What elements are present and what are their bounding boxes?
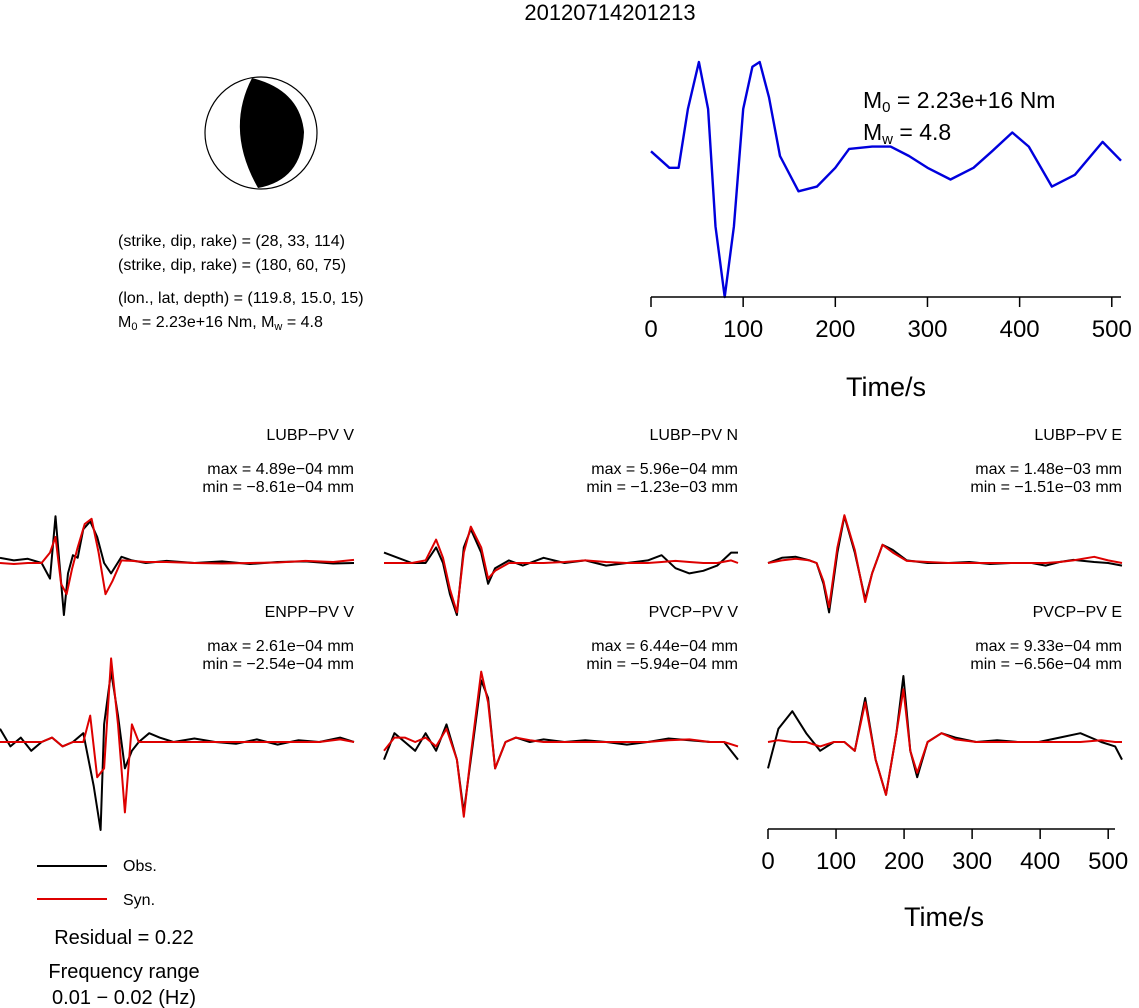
legend-syn-label: Syn. [123, 892, 155, 909]
synthetic-waveform [383, 670, 739, 818]
station-name: PVCP−PV V [649, 604, 739, 621]
synthetic-waveform [767, 688, 1122, 796]
synthetic-waveform [0, 517, 355, 596]
legend: Obs. Syn. [37, 858, 157, 909]
frequency-range-label: Frequency range [48, 961, 199, 983]
stf-mw-label: Mw = 4.8 [863, 119, 951, 148]
station-min: min = −6.56e−04 mm [970, 656, 1122, 673]
moment-line: M0 = 2.23e+16 Nm, Mw = 4.8 [118, 314, 323, 333]
station-max: max = 2.61e−04 mm [207, 638, 354, 655]
station-min: min = −5.94e−04 mm [586, 656, 738, 673]
residual-text: Residual = 0.22 [54, 927, 194, 949]
source-param-line3: (lon., lat, depth) = (119.8, 15.0, 15) [118, 290, 364, 307]
station-max: max = 1.48e−03 mm [975, 461, 1122, 478]
station-name: LUBP−PV N [650, 427, 738, 444]
stf-x-axis-label: Time/s [846, 372, 926, 402]
station-min: min = −2.54e−04 mm [202, 656, 354, 673]
stf-x-tick-label: 500 [1092, 316, 1132, 343]
figure-title: 20120714201213 [524, 0, 695, 25]
station-name: ENPP−PV V [265, 604, 355, 621]
station-max: max = 4.89e−04 mm [207, 461, 354, 478]
stf-x-axis: 0 100 200 300 400 500 [644, 296, 1132, 343]
observed-waveform [0, 670, 355, 831]
frequency-range-value: 0.01 − 0.02 (Hz) [52, 987, 196, 1008]
waveform-x-tick-label: 100 [816, 848, 856, 875]
stf-x-tick-label: 400 [1000, 316, 1040, 343]
waveform-x-tick-label: 0 [761, 848, 774, 875]
station-name: PVCP−PV E [1033, 604, 1122, 621]
observed-waveform [767, 515, 1123, 614]
source-param-line1: (strike, dip, rake) = (28, 33, 114) [118, 233, 345, 250]
synthetic-waveform [0, 657, 355, 814]
station-min: min = −1.23e−03 mm [586, 479, 738, 496]
waveform-x-tick-label: 300 [952, 848, 992, 875]
stf-curve [650, 60, 1122, 299]
stf-x-tick-label: 300 [907, 316, 947, 343]
synthetic-waveform [384, 525, 739, 614]
synthetic-waveform [767, 514, 1123, 609]
observed-waveform [0, 515, 355, 616]
station-name: LUBP−PV V [266, 427, 354, 444]
waveform-x-axis: 0 100 200 300 400 500 [761, 828, 1128, 875]
stf-m0-label: M0 = 2.23e+16 Nm [863, 87, 1055, 116]
station-max: max = 5.96e−04 mm [591, 461, 738, 478]
legend-obs-label: Obs. [123, 858, 157, 875]
stf-x-tick-label: 100 [723, 316, 763, 343]
station-min: min = −1.51e−03 mm [970, 479, 1122, 496]
stf-panel [650, 60, 1122, 299]
waveform-x-tick-label: 200 [884, 848, 924, 875]
station-max: max = 9.33e−04 mm [975, 638, 1122, 655]
source-param-line2: (strike, dip, rake) = (180, 60, 75) [118, 257, 346, 274]
station-min: min = −8.61e−04 mm [202, 479, 354, 496]
beachball-icon [204, 76, 318, 190]
waveform-x-tick-label: 500 [1088, 848, 1128, 875]
waveform-x-axis-label: Time/s [904, 902, 984, 932]
station-max: max = 6.44e−04 mm [591, 638, 738, 655]
station-name: LUBP−PV E [1034, 427, 1122, 444]
stf-x-tick-label: 200 [815, 316, 855, 343]
waveform-x-tick-label: 400 [1020, 848, 1060, 875]
stf-x-tick-label: 0 [644, 316, 657, 343]
